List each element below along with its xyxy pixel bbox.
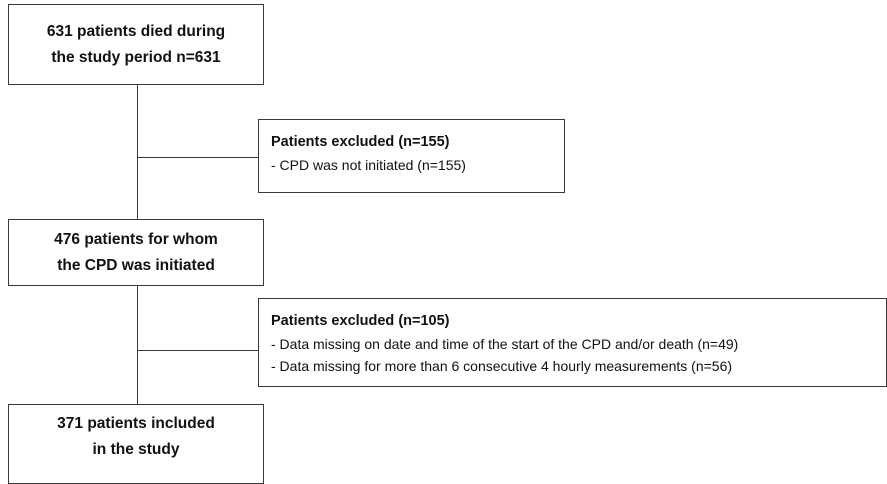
- flow-box-included-patients: 371 patients included in the study: [8, 404, 264, 484]
- flow-box-line: in the study: [92, 441, 180, 458]
- exclusion-item: - Data missing on date and time of the s…: [271, 336, 739, 352]
- exclusion-title: Patients excluded (n=105): [271, 313, 450, 329]
- exclusion-box-cpd-not-initiated: Patients excluded (n=155) - CPD was not …: [258, 119, 565, 193]
- exclusion-item: - CPD was not initiated (n=155): [271, 157, 466, 173]
- connector-step1-step2: [137, 85, 138, 219]
- flow-box-cpd-initiated: 476 patients for whom the CPD was initia…: [8, 219, 264, 286]
- connector-to-exclusion2: [137, 350, 258, 351]
- flow-box-study-deaths: 631 patients died during the study perio…: [8, 4, 264, 85]
- flow-box-line: 631 patients died during: [46, 22, 226, 40]
- exclusion-item: - Data missing for more than 6 consecuti…: [271, 358, 733, 374]
- connector-step2-step3: [137, 286, 138, 404]
- flow-box-line: 476 patients for whom: [54, 230, 218, 248]
- exclusion-box-missing-data: Patients excluded (n=105) - Data missing…: [258, 298, 887, 387]
- flow-box-line: the study period n=631: [51, 48, 221, 66]
- flow-box-line: the CPD was initiated: [57, 256, 215, 274]
- connector-to-exclusion1: [137, 157, 258, 158]
- exclusion-title: Patients excluded (n=155): [271, 134, 450, 150]
- flow-box-line: 371 patients included: [57, 415, 215, 432]
